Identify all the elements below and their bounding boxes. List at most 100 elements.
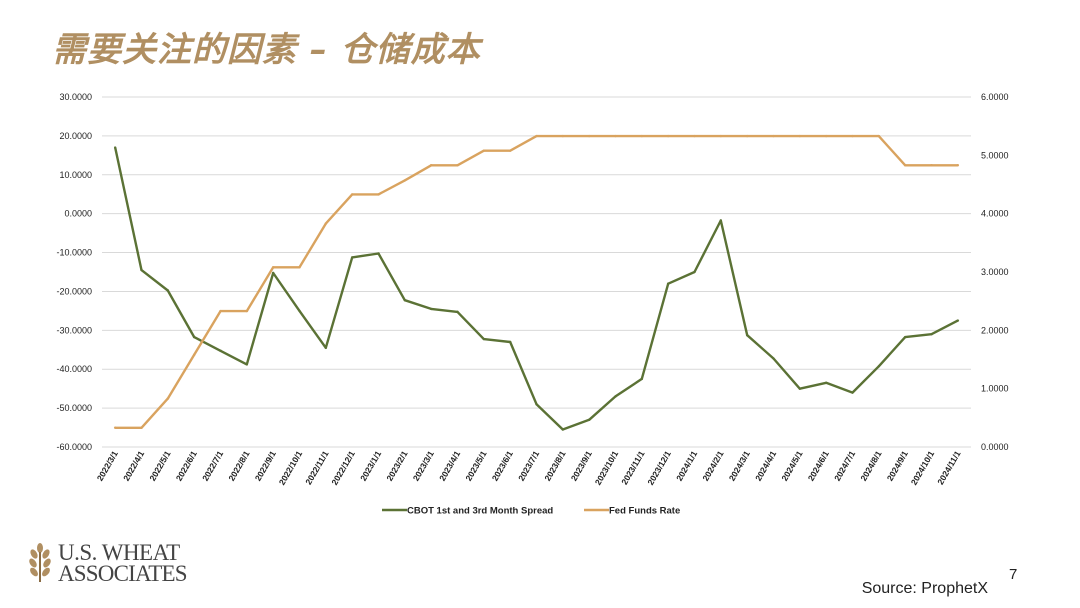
x-axis-tick-label: 2022/5/1 <box>147 449 172 483</box>
x-axis-tick-label: 2022/7/1 <box>200 449 225 483</box>
data-point <box>666 282 670 285</box>
x-axis-tick-label: 2022/6/1 <box>174 449 199 483</box>
data-point <box>745 333 749 337</box>
data-point <box>719 134 723 138</box>
data-point <box>930 333 933 336</box>
data-point <box>851 391 854 394</box>
data-point <box>324 346 328 350</box>
x-axis-tick-label: 2023/9/1 <box>569 449 594 483</box>
data-point <box>903 164 907 167</box>
data-point <box>614 395 617 398</box>
legend-label: Fed Funds Rate <box>609 506 680 517</box>
us-wheat-associates-logo: U.S. WHEAT ASSOCIATES <box>26 540 216 588</box>
x-axis-tick-label: 2022/10/1 <box>277 449 305 487</box>
data-point <box>745 134 749 138</box>
legend-label: CBOT 1st and 3rd Month Spread <box>407 506 553 517</box>
data-point <box>324 222 328 225</box>
data-point <box>140 268 143 272</box>
right-axis-tick-label: 1.0000 <box>981 384 1009 394</box>
wheat-emblem-icon <box>29 543 51 582</box>
data-point <box>561 428 565 431</box>
x-axis-tick-label: 2024/10/1 <box>909 449 937 487</box>
data-point <box>956 164 960 167</box>
right-axis-tick-label: 4.0000 <box>981 209 1009 219</box>
x-axis-tick-label: 2022/4/1 <box>121 449 146 483</box>
x-axis-tick-label: 2024/7/1 <box>832 449 857 483</box>
data-point <box>824 381 828 385</box>
right-axis-tick-label: 6.0000 <box>981 92 1009 102</box>
right-y-axis: 6.0000 5.0000 4.0000 3.0000 2.0000 1.0000 0.00… <box>981 92 1009 452</box>
left-axis-tick-label: -50.0000 <box>56 403 92 413</box>
data-point <box>640 134 644 138</box>
data-point <box>772 134 775 138</box>
data-point <box>113 426 117 429</box>
data-point <box>192 353 196 357</box>
x-axis-tick-label: 2023/4/1 <box>437 449 462 483</box>
data-point <box>877 365 881 368</box>
series-lines <box>113 134 960 431</box>
slide-title: 需要关注的因素 – 仓储成本 <box>52 30 481 70</box>
data-point <box>192 335 196 339</box>
data-point <box>271 266 275 269</box>
data-point <box>930 164 933 167</box>
data-point <box>587 134 591 138</box>
left-axis-tick-label: -30.0000 <box>56 325 92 335</box>
x-axis-tick-label: 2023/10/1 <box>593 449 621 487</box>
gridlines <box>102 96 971 448</box>
data-point <box>798 134 802 138</box>
x-axis-tick-label: 2022/11/1 <box>303 449 330 487</box>
x-axis-tick-label: 2022/9/1 <box>253 449 278 483</box>
data-point <box>508 149 512 152</box>
x-axis-tick-label: 2023/1/1 <box>358 449 383 483</box>
data-point <box>956 319 960 322</box>
x-axis-tick-label: 2023/6/1 <box>490 449 515 483</box>
x-axis-tick-label: 2024/8/1 <box>858 449 883 483</box>
data-point <box>456 310 459 314</box>
data-point <box>614 134 617 138</box>
left-axis-tick-label: -40.0000 <box>56 364 92 374</box>
x-axis-tick-label: 2024/9/1 <box>885 449 910 483</box>
x-axis-tick-label: 2023/3/1 <box>411 449 436 483</box>
x-axis-tick-label: 2024/4/1 <box>753 449 778 483</box>
data-point <box>772 357 775 360</box>
left-axis-tick-label: -10.0000 <box>56 248 92 258</box>
data-point <box>877 134 881 138</box>
x-axis-tick-label: 2024/11/1 <box>935 449 962 487</box>
data-point <box>271 271 275 275</box>
left-axis-tick-label: 20.0000 <box>59 131 92 141</box>
x-axis-tick-label: 2023/12/1 <box>645 449 673 487</box>
x-axis-tick-label: 2024/1/1 <box>674 449 699 483</box>
data-point <box>140 426 143 429</box>
data-point <box>508 340 512 344</box>
x-axis-tick-label: 2023/2/1 <box>384 449 409 483</box>
x-axis-tick-label: 2022/3/1 <box>95 449 120 483</box>
data-point <box>693 270 696 274</box>
left-y-axis: 30.0000 20.0000 10.0000 0.0000 -10.0000 -20.0… <box>56 92 92 452</box>
data-point <box>851 134 854 138</box>
data-point <box>377 193 380 196</box>
data-point <box>456 164 459 167</box>
source-note: Source: ProphetX <box>861 580 988 597</box>
x-axis-tick-label: 2024/2/1 <box>700 449 725 483</box>
left-axis-tick-label: 10.0000 <box>59 170 92 180</box>
data-point <box>666 134 670 138</box>
data-point <box>298 266 301 269</box>
x-axis-tick-label: 2023/7/1 <box>516 449 541 483</box>
data-point <box>587 418 591 421</box>
logo-text-line1: U.S. WHEAT <box>58 540 180 565</box>
x-axis-tick-label: 2023/5/1 <box>463 449 488 483</box>
right-axis-tick-label: 3.0000 <box>981 267 1009 277</box>
data-point <box>350 193 354 196</box>
logo-text-line2: ASSOCIATES <box>58 561 188 586</box>
page-number: 7 <box>1009 566 1018 583</box>
data-point <box>535 403 538 406</box>
x-axis-tick-label: 2024/3/1 <box>727 449 752 483</box>
right-axis-tick-label: 0.0000 <box>981 442 1009 452</box>
series-line-cbot-spread <box>114 147 959 431</box>
left-axis-tick-label: 0.0000 <box>64 209 92 219</box>
data-point <box>245 363 249 366</box>
data-point <box>640 377 644 381</box>
data-point <box>798 387 802 390</box>
data-point <box>482 149 486 152</box>
